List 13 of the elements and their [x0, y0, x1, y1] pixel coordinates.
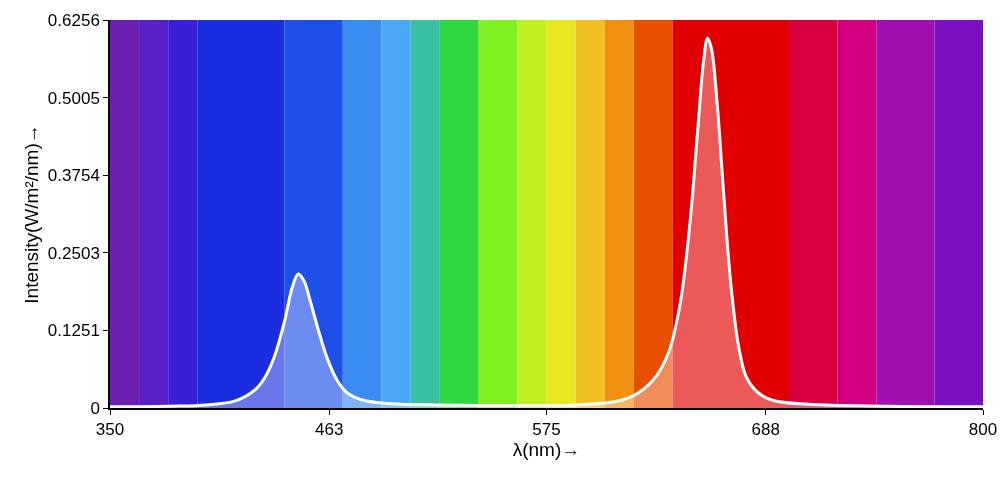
x-tick-label: 575 [532, 420, 561, 440]
y-axis-title: Intensity(W/m²/nm)→ [21, 124, 43, 304]
y-tick-label: 0.2503 [47, 243, 100, 263]
y-tick-label: 0.5005 [47, 88, 100, 108]
x-tick-label: 688 [751, 420, 780, 440]
y-tick-label: 0.1251 [47, 321, 100, 341]
x-axis-title: λ(nm)→ [512, 439, 581, 461]
x-tick-label: 800 [968, 420, 998, 440]
x-tick-label: 463 [315, 420, 344, 440]
x-tick-label: 350 [95, 420, 125, 440]
y-tick-label: 0.6256 [47, 10, 100, 30]
y-tick-label: 0.3754 [47, 166, 100, 186]
y-tick-label: 0 [90, 398, 100, 418]
